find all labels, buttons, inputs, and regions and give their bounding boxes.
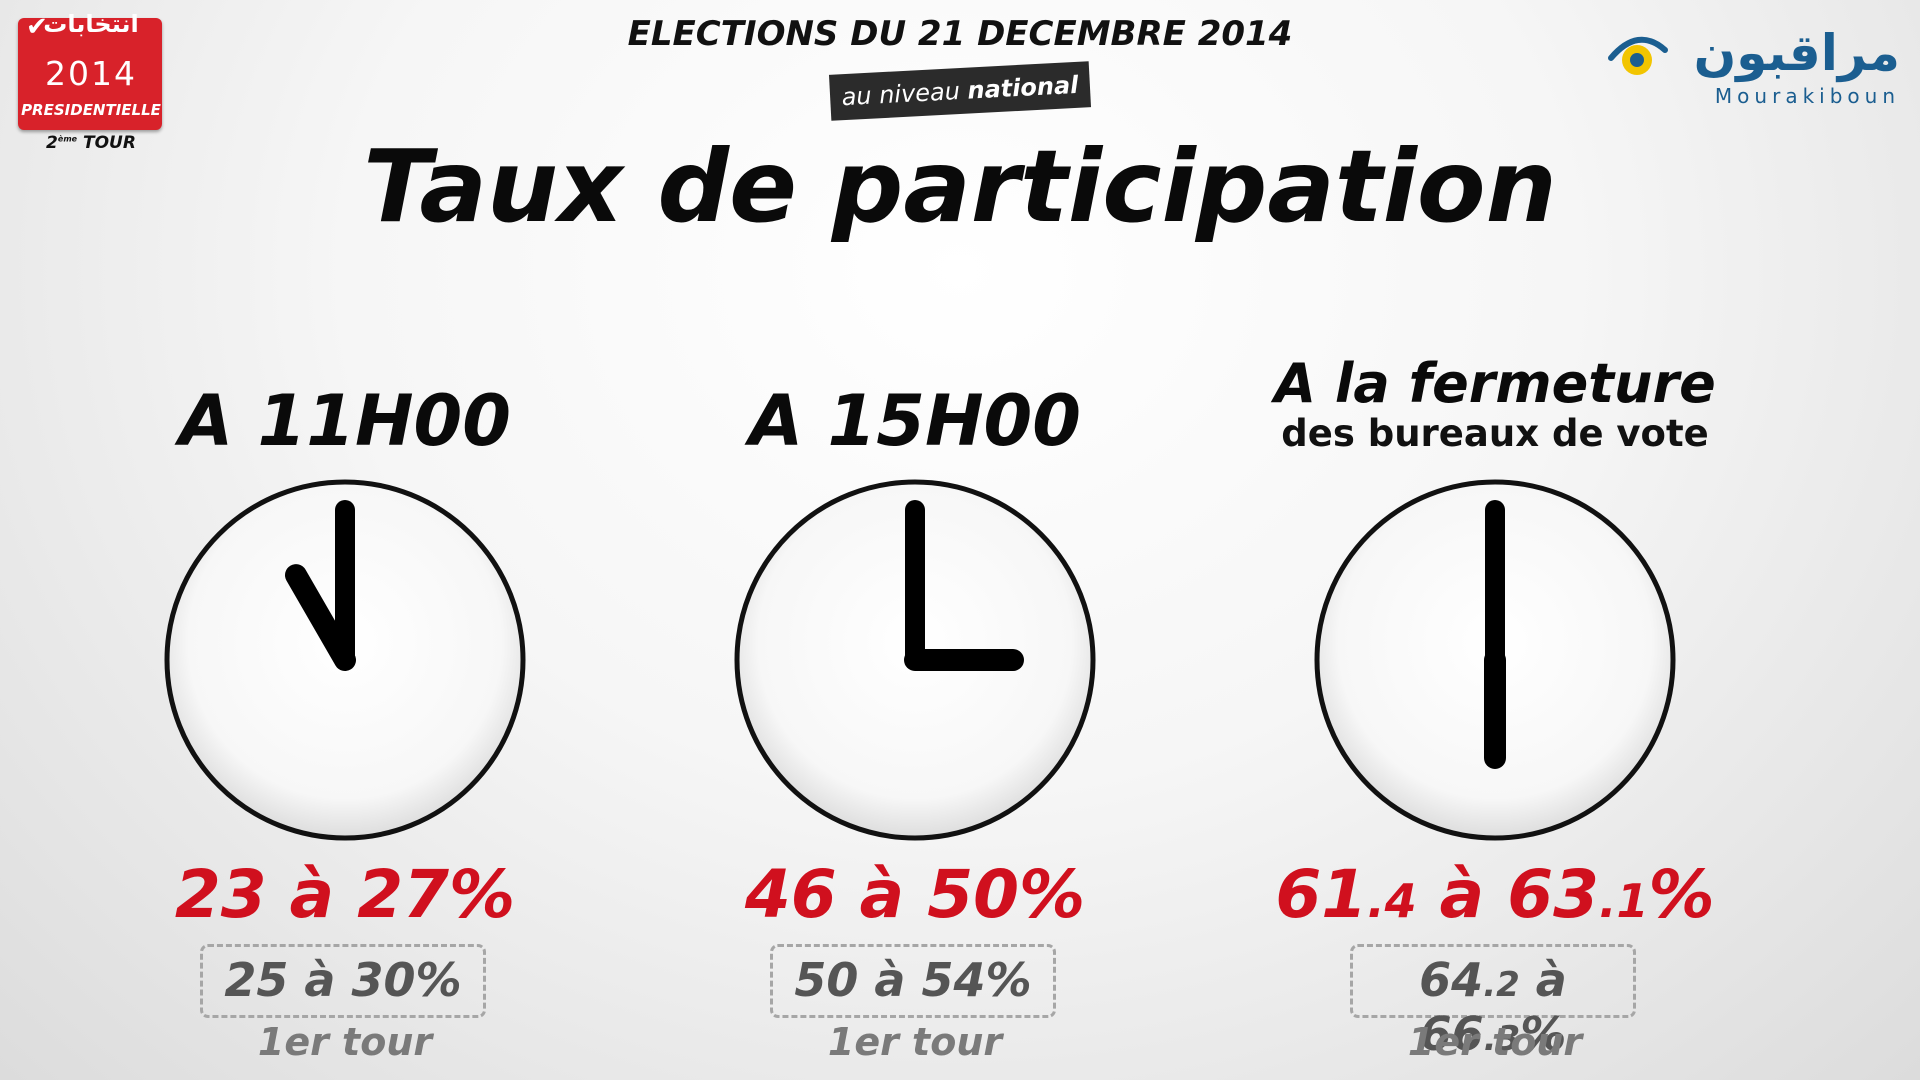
rate-high-int: 63 xyxy=(1507,856,1600,933)
time-label: A 11H00 xyxy=(179,380,511,462)
prev-low-int: 64 xyxy=(1419,953,1484,1007)
prev-unit: % xyxy=(1520,1007,1567,1061)
rate-unit: % xyxy=(1019,856,1086,933)
previous-rate: 50 à 54% xyxy=(773,953,1053,1007)
previous-round-box: 25 à 30% xyxy=(200,944,486,1018)
rate-high: 27 xyxy=(357,856,450,933)
election-badge: ✔ انتخابات 2014 PRESIDENTIELLE 2ème TOUR xyxy=(16,10,166,153)
previous-round-box: 64.2 à 66.3% xyxy=(1350,944,1636,1061)
prev-sep: à xyxy=(874,953,906,1007)
rate-unit: % xyxy=(449,856,516,933)
scope-prefix: au niveau xyxy=(840,77,961,112)
clock-icon xyxy=(1314,479,1676,841)
badge-round-word: TOUR xyxy=(83,133,136,153)
round-label: 1er tour xyxy=(257,1020,433,1064)
badge-round-number: 2 xyxy=(46,133,58,153)
previous-rate: 25 à 30% xyxy=(203,953,483,1007)
prev-high: 30 xyxy=(351,953,416,1007)
column-closing: A la fermeture des bureaux de vote 61.4 … xyxy=(1195,340,1795,1080)
badge-subtitle: PRESIDENTIELLE xyxy=(21,101,161,119)
rate-low: 23 xyxy=(174,856,267,933)
turnout-rate: 61.4 à 63.1% xyxy=(1195,856,1795,933)
logo-arabic: مراقبون xyxy=(1693,24,1900,82)
time-sublabel: des bureaux de vote xyxy=(1281,412,1709,455)
prev-low: 25 xyxy=(224,953,289,1007)
column-15h: A 15H00 46 à 50% 50 à 54% 1er tour xyxy=(615,340,1215,1080)
rate-low-int: 61 xyxy=(1275,856,1368,933)
prev-unit: % xyxy=(985,953,1032,1007)
prev-sep: à xyxy=(304,953,336,1007)
clock-icon xyxy=(164,479,526,841)
badge-round-suffix: ème xyxy=(57,134,78,144)
prev-high: 54 xyxy=(921,953,986,1007)
rate-sep: à xyxy=(289,856,335,933)
mourakiboun-logo: مراقبون Mourakiboun xyxy=(1595,20,1905,120)
election-date: ELECTIONS DU 21 DECEMBRE 2014 xyxy=(627,14,1293,54)
rate-high: 50 xyxy=(927,856,1020,933)
turnout-rate: 23 à 27% xyxy=(45,856,645,933)
rate-sep: à xyxy=(859,856,905,933)
prev-high-dec: .3 xyxy=(1483,1019,1521,1059)
scope-bold: national xyxy=(966,70,1080,105)
round-label: 1er tour xyxy=(1407,1020,1583,1064)
badge-background xyxy=(18,18,162,130)
check-icon: ✔ xyxy=(26,12,48,42)
prev-sep: à xyxy=(1535,953,1567,1007)
logo-latin: Mourakiboun xyxy=(1714,84,1900,108)
badge-arabic: انتخابات xyxy=(43,10,139,38)
rate-low-dec: .4 xyxy=(1367,874,1417,928)
round-label: 1er tour xyxy=(827,1020,1003,1064)
previous-rate: 64.2 à 66.3% xyxy=(1353,953,1633,1061)
prev-low-dec: .2 xyxy=(1483,965,1520,1005)
rate-high-dec: .1 xyxy=(1599,874,1649,928)
clock-icon xyxy=(734,479,1096,841)
scope-label: au niveau national xyxy=(828,61,1092,121)
badge-year: 2014 xyxy=(45,54,137,93)
previous-round-box: 50 à 54% xyxy=(770,944,1056,1018)
prev-unit: % xyxy=(415,953,462,1007)
badge-round: 2ème TOUR xyxy=(16,133,166,153)
time-label: A la fermeture xyxy=(1274,352,1716,415)
turnout-rate: 46 à 50% xyxy=(615,856,1215,933)
page-title: Taux de participation xyxy=(363,128,1557,245)
rate-low: 46 xyxy=(744,856,837,933)
time-label: A 15H00 xyxy=(749,380,1081,462)
rate-sep: à xyxy=(1439,856,1485,933)
column-11h: A 11H00 23 à 27% 25 à 30% 1er tour xyxy=(45,340,645,1080)
rate-unit: % xyxy=(1648,856,1715,933)
prev-low: 50 xyxy=(794,953,859,1007)
eye-icon xyxy=(1608,36,1668,75)
prev-high-int: 66 xyxy=(1419,1007,1484,1061)
